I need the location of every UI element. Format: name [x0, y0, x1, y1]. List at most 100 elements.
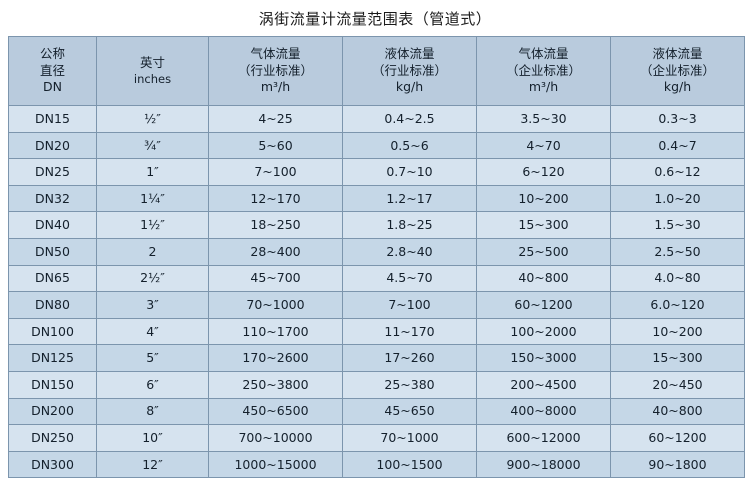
- cell-liquid-enterprise: 20~450: [610, 370, 745, 399]
- cell-inches: 12″: [96, 450, 209, 478]
- cell-inches: 10″: [96, 424, 209, 452]
- header-line-3: kg/h: [395, 79, 424, 95]
- header-line-2: （行业标准）: [371, 62, 447, 78]
- cell-dn: DN15: [8, 105, 97, 133]
- cell-dn: DN40: [8, 211, 97, 239]
- cell-gas-enterprise: 600~12000: [476, 424, 611, 452]
- cell-gas-industry: 70~1000: [208, 291, 343, 319]
- cell-dn: DN150: [8, 370, 97, 399]
- cell-dn: DN25: [8, 158, 97, 186]
- column-header-liquid-enterprise: 液体流量 （企业标准） kg/h: [610, 36, 745, 106]
- cell-gas-industry: 170~2600: [208, 344, 343, 372]
- cell-liquid-industry: 0.5~6: [342, 131, 477, 160]
- cell-gas-industry: 450~6500: [208, 397, 343, 426]
- cell-inches: 5″: [96, 344, 209, 372]
- cell-dn: DN250: [8, 424, 97, 452]
- cell-gas-enterprise: 10~200: [476, 184, 611, 213]
- cell-liquid-industry: 17~260: [342, 344, 477, 372]
- table-row: DN125 5″ 170~2600 17~260 150~3000 15~300: [8, 344, 745, 372]
- table-row: DN20 ¾″ 5~60 0.5~6 4~70 0.4~7: [8, 131, 745, 160]
- column-header-inches: 英寸 inches: [96, 36, 209, 106]
- cell-liquid-industry: 1.2~17: [342, 184, 477, 213]
- header-line-3: DN: [43, 79, 62, 95]
- cell-liquid-industry: 45~650: [342, 397, 477, 426]
- table-row: DN250 10″ 700~10000 70~1000 600~12000 60…: [8, 424, 745, 452]
- document-sheet: 涡街流量计流量范围表（管道式） 公称 直径 DN 英寸 inches: [8, 10, 745, 478]
- table-row: DN300 12″ 1000~15000 100~1500 900~18000 …: [8, 450, 745, 478]
- cell-inches: 2: [96, 237, 209, 266]
- cell-gas-industry: 18~250: [208, 211, 343, 239]
- cell-gas-industry: 1000~15000: [208, 450, 343, 478]
- cell-gas-industry: 5~60: [208, 131, 343, 160]
- table-row: DN80 3″ 70~1000 7~100 60~1200 6.0~120: [8, 291, 745, 319]
- cell-dn: DN300: [8, 450, 97, 478]
- cell-gas-industry: 12~170: [208, 184, 343, 213]
- table-header: 公称 直径 DN 英寸 inches 气体流量 （行业标准） m³/h 液体流量…: [8, 36, 745, 106]
- cell-inches: ¾″: [96, 131, 209, 160]
- cell-inches: ½″: [96, 105, 209, 133]
- cell-gas-enterprise: 900~18000: [476, 450, 611, 478]
- cell-inches: 8″: [96, 397, 209, 426]
- header-line-3: kg/h: [663, 79, 692, 95]
- cell-liquid-enterprise: 15~300: [610, 344, 745, 372]
- header-line-1: 英寸: [139, 54, 165, 70]
- header-row: 公称 直径 DN 英寸 inches 气体流量 （行业标准） m³/h 液体流量…: [8, 36, 745, 106]
- table-row: DN40 1½″ 18~250 1.8~25 15~300 1.5~30: [8, 211, 745, 239]
- header-line-2: 直径: [39, 62, 65, 78]
- cell-dn: DN32: [8, 184, 97, 213]
- cell-liquid-industry: 0.7~10: [342, 158, 477, 186]
- cell-liquid-industry: 7~100: [342, 291, 477, 319]
- cell-inches: 6″: [96, 370, 209, 399]
- cell-gas-enterprise: 60~1200: [476, 291, 611, 319]
- cell-inches: 1″: [96, 158, 209, 186]
- header-line-3: m³/h: [260, 79, 291, 95]
- cell-inches: 1¼″: [96, 184, 209, 213]
- cell-gas-enterprise: 6~120: [476, 158, 611, 186]
- cell-liquid-industry: 100~1500: [342, 450, 477, 478]
- cell-inches: 2½″: [96, 264, 209, 293]
- cell-inches: 3″: [96, 291, 209, 319]
- cell-liquid-enterprise: 2.5~50: [610, 237, 745, 266]
- header-line-1: 气体流量: [518, 45, 569, 61]
- cell-liquid-industry: 70~1000: [342, 424, 477, 452]
- cell-liquid-enterprise: 1.5~30: [610, 211, 745, 239]
- table-row: DN32 1¼″ 12~170 1.2~17 10~200 1.0~20: [8, 184, 745, 213]
- cell-liquid-enterprise: 40~800: [610, 397, 745, 426]
- cell-gas-industry: 28~400: [208, 237, 343, 266]
- cell-dn: DN65: [8, 264, 97, 293]
- cell-liquid-industry: 1.8~25: [342, 211, 477, 239]
- cell-gas-enterprise: 4~70: [476, 131, 611, 160]
- cell-inches: 4″: [96, 317, 209, 346]
- cell-gas-industry: 7~100: [208, 158, 343, 186]
- cell-liquid-enterprise: 60~1200: [610, 424, 745, 452]
- table-row: DN65 2½″ 45~700 4.5~70 40~800 4.0~80: [8, 264, 745, 293]
- cell-liquid-industry: 2.8~40: [342, 237, 477, 266]
- cell-liquid-industry: 0.4~2.5: [342, 105, 477, 133]
- cell-inches: 1½″: [96, 211, 209, 239]
- header-line-3: m³/h: [528, 79, 559, 95]
- header-line-1: 液体流量: [652, 45, 703, 61]
- table-row: DN100 4″ 110~1700 11~170 100~2000 10~200: [8, 317, 745, 346]
- cell-gas-enterprise: 25~500: [476, 237, 611, 266]
- cell-gas-enterprise: 3.5~30: [476, 105, 611, 133]
- cell-gas-industry: 4~25: [208, 105, 343, 133]
- header-line-2: （企业标准）: [505, 62, 581, 78]
- cell-liquid-enterprise: 0.6~12: [610, 158, 745, 186]
- cell-gas-enterprise: 40~800: [476, 264, 611, 293]
- cell-liquid-enterprise: 0.4~7: [610, 131, 745, 160]
- table-row: DN25 1″ 7~100 0.7~10 6~120 0.6~12: [8, 158, 745, 186]
- table-row: DN200 8″ 450~6500 45~650 400~8000 40~800: [8, 397, 745, 426]
- cell-liquid-enterprise: 6.0~120: [610, 291, 745, 319]
- cell-gas-industry: 45~700: [208, 264, 343, 293]
- cell-liquid-enterprise: 1.0~20: [610, 184, 745, 213]
- table-row: DN50 2 28~400 2.8~40 25~500 2.5~50: [8, 237, 745, 266]
- cell-dn: DN20: [8, 131, 97, 160]
- cell-liquid-industry: 4.5~70: [342, 264, 477, 293]
- cell-gas-industry: 250~3800: [208, 370, 343, 399]
- cell-dn: DN100: [8, 317, 97, 346]
- cell-liquid-enterprise: 0.3~3: [610, 105, 745, 133]
- cell-liquid-industry: 11~170: [342, 317, 477, 346]
- cell-dn: DN125: [8, 344, 97, 372]
- cell-gas-enterprise: 100~2000: [476, 317, 611, 346]
- header-line-1: 公称: [39, 45, 65, 61]
